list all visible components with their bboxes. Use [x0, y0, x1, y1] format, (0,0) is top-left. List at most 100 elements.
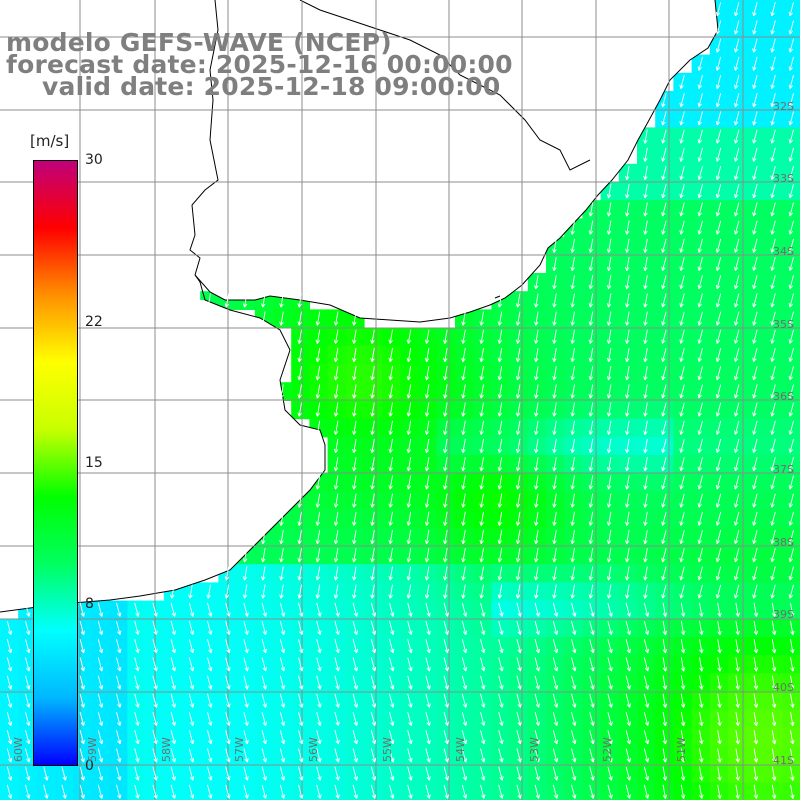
wind-arrow — [370, 657, 377, 672]
wind-arrow — [225, 711, 231, 727]
wind-arrow — [625, 730, 631, 745]
wind-arrow — [443, 548, 448, 563]
wind-arrow — [770, 111, 776, 126]
wind-arrow — [134, 620, 140, 636]
wind-arrow — [534, 438, 539, 454]
wind-arrow — [570, 384, 575, 399]
wind-arrow — [261, 657, 267, 672]
wind-arrow — [97, 693, 104, 708]
wind-arrow — [243, 639, 249, 654]
wind-arrow — [480, 657, 486, 672]
wind-arrow — [715, 111, 722, 126]
wind-arrow — [242, 293, 248, 308]
wind-arrow — [643, 329, 648, 344]
wind-arrow — [461, 566, 466, 581]
wind-arrow — [699, 766, 704, 781]
wind-arrow — [498, 693, 504, 708]
wind-arrow — [443, 438, 448, 454]
wind-arrow — [79, 620, 85, 636]
wind-arrow — [6, 748, 13, 763]
wind-arrow — [516, 657, 522, 672]
wind-arrow — [461, 402, 466, 417]
wind-arrow — [625, 384, 630, 399]
wind-arrow — [425, 602, 431, 617]
wind-arrow — [534, 602, 540, 617]
wind-arrow — [479, 548, 484, 563]
wind-arrow — [298, 693, 304, 708]
wind-arrow — [315, 529, 321, 545]
wind-arrow — [588, 238, 594, 253]
wind-arrow — [662, 657, 668, 672]
wind-arrow — [643, 493, 648, 508]
wind-arrow — [424, 366, 430, 381]
wind-arrow — [662, 693, 668, 708]
wind-arrow — [352, 566, 357, 581]
wind-arrow — [315, 566, 321, 581]
wind-arrow — [661, 93, 667, 108]
wind-arrow — [552, 511, 557, 526]
wind-arrow — [6, 657, 13, 672]
wind-arrow — [297, 511, 302, 526]
wind-arrow — [43, 784, 49, 799]
wind-arrow — [552, 438, 557, 454]
wind-arrow — [370, 639, 377, 654]
wind-arrow — [315, 311, 321, 326]
wind-arrow — [443, 657, 449, 672]
wind-arrow — [352, 748, 358, 763]
wind-arrow — [497, 384, 503, 399]
latitude-label: 40S — [773, 681, 794, 694]
wind-arrow — [25, 730, 31, 745]
wind-arrow — [552, 529, 557, 545]
wind-arrow — [625, 438, 630, 454]
wind-arrow — [734, 293, 740, 308]
wind-arrow — [679, 347, 685, 363]
wind-arrow — [97, 711, 104, 727]
wind-arrow — [552, 256, 557, 272]
wind-arrow — [188, 730, 195, 745]
wind-arrow — [697, 438, 703, 454]
wind-arrow — [588, 584, 594, 599]
wind-arrow — [261, 784, 267, 799]
wind-arrow — [243, 602, 249, 617]
wind-arrow — [661, 256, 667, 272]
wind-arrow — [243, 657, 249, 672]
wind-arrow — [497, 347, 503, 363]
wind-arrow — [734, 38, 740, 53]
wind-arrow — [770, 147, 776, 162]
wind-arrow — [734, 420, 740, 435]
wind-arrow — [788, 475, 794, 490]
wind-arrow — [443, 693, 449, 708]
wind-arrow — [606, 311, 612, 326]
wind-arrow — [261, 639, 267, 654]
wind-arrow — [625, 347, 630, 363]
wind-arrow — [715, 566, 722, 581]
wind-arrow — [498, 711, 504, 727]
wind-arrow — [406, 584, 412, 599]
wind-arrow — [443, 529, 448, 545]
wind-arrow — [661, 529, 667, 545]
wind-arrow — [243, 766, 249, 781]
wind-arrow — [589, 748, 595, 763]
wind-arrow — [607, 748, 613, 763]
wind-arrow — [297, 347, 302, 363]
wind-arrow — [461, 311, 466, 326]
wind-arrow — [406, 384, 412, 399]
wind-arrow — [97, 748, 104, 763]
wind-arrow — [661, 184, 667, 199]
wind-arrow — [735, 657, 740, 672]
wind-arrow — [279, 748, 286, 763]
wind-arrow — [370, 402, 375, 417]
wind-arrow — [333, 457, 339, 472]
wind-arrow — [61, 784, 67, 799]
wind-arrow — [625, 457, 630, 472]
wind-arrow — [479, 438, 484, 454]
wind-arrow — [717, 602, 722, 617]
wind-arrow — [697, 129, 703, 144]
wind-arrow — [571, 602, 577, 617]
wind-arrow — [717, 693, 722, 708]
wind-arrow — [116, 730, 122, 745]
wind-arrow — [679, 147, 685, 162]
wind-arrow — [461, 420, 466, 435]
wind-arrow — [752, 584, 758, 599]
